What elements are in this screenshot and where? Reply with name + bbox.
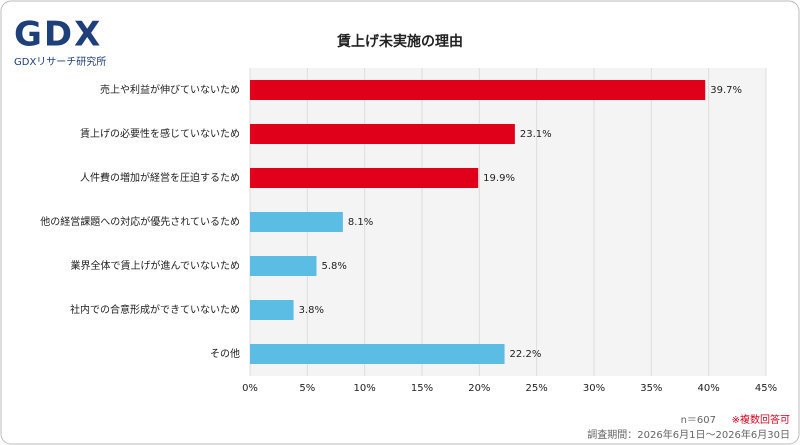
bar bbox=[250, 344, 505, 364]
bar bbox=[250, 80, 706, 100]
x-tick-label: 40% bbox=[698, 383, 720, 394]
y-tick-label: 人件費の増加が経営を圧迫するため bbox=[80, 171, 240, 184]
bar bbox=[250, 256, 317, 276]
x-tick-label: 20% bbox=[468, 383, 490, 394]
value-label: 5.8% bbox=[322, 261, 347, 272]
bar bbox=[250, 168, 479, 188]
y-tick-label: 他の経営課題への対応が優先されているため bbox=[40, 215, 240, 228]
x-tick-label: 35% bbox=[640, 383, 662, 394]
logo-mark: GDX bbox=[14, 15, 102, 55]
value-label: 22.2% bbox=[510, 349, 542, 360]
y-tick-label: 社内での合意形成ができていないため bbox=[70, 303, 240, 316]
y-tick-label: 売上や利益が伸びていないため bbox=[100, 83, 240, 96]
x-tick-label: 0% bbox=[242, 383, 258, 394]
y-tick-label: 賃上げの必要性を感じていないため bbox=[80, 127, 240, 140]
bar bbox=[250, 124, 515, 144]
chart-title: 賃上げ未実施の理由 bbox=[336, 33, 463, 50]
x-tick-label: 45% bbox=[755, 383, 777, 394]
y-tick-label: 業界全体で賃上げが進んでいないため bbox=[71, 259, 241, 272]
value-label: 8.1% bbox=[348, 217, 373, 228]
note-period: 調査期間：2026年6月1日～2026年6月30日 bbox=[587, 428, 790, 441]
note-sample: n＝607 bbox=[681, 415, 716, 426]
y-tick-label: その他 bbox=[210, 347, 240, 360]
x-tick-label: 25% bbox=[526, 383, 548, 394]
x-tick-label: 10% bbox=[354, 383, 376, 394]
value-label: 3.8% bbox=[299, 305, 324, 316]
note-multiple: ※複数回答可 bbox=[732, 413, 790, 426]
value-label: 39.7% bbox=[710, 85, 742, 96]
value-label: 19.9% bbox=[483, 173, 515, 184]
x-tick-label: 5% bbox=[299, 383, 315, 394]
value-label: 23.1% bbox=[520, 129, 552, 140]
bar bbox=[250, 212, 343, 232]
bar bbox=[250, 300, 294, 320]
logo-name: GDXリサーチ研究所 bbox=[14, 55, 106, 68]
x-tick-label: 15% bbox=[411, 383, 433, 394]
x-tick-label: 30% bbox=[583, 383, 605, 394]
